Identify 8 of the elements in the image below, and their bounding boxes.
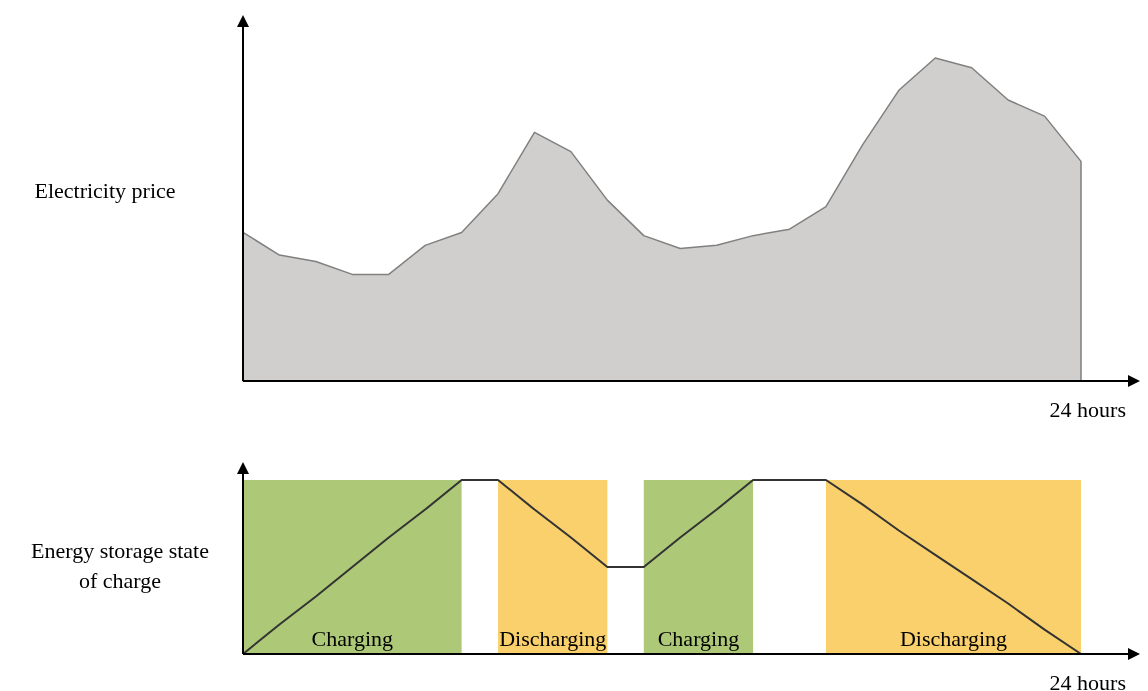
annotation: Charging	[311, 626, 394, 651]
x-axis-title: 24 hours	[1049, 670, 1126, 691]
y-axis-title: Electricity price	[34, 178, 176, 203]
y-axis-title: Energy storage state of charge	[31, 538, 209, 593]
annotation: Discharging	[899, 626, 1008, 651]
annotation: Charging	[657, 626, 740, 651]
x-axis-title: 24 hours	[1049, 397, 1126, 422]
annotation: Discharging	[499, 626, 607, 651]
